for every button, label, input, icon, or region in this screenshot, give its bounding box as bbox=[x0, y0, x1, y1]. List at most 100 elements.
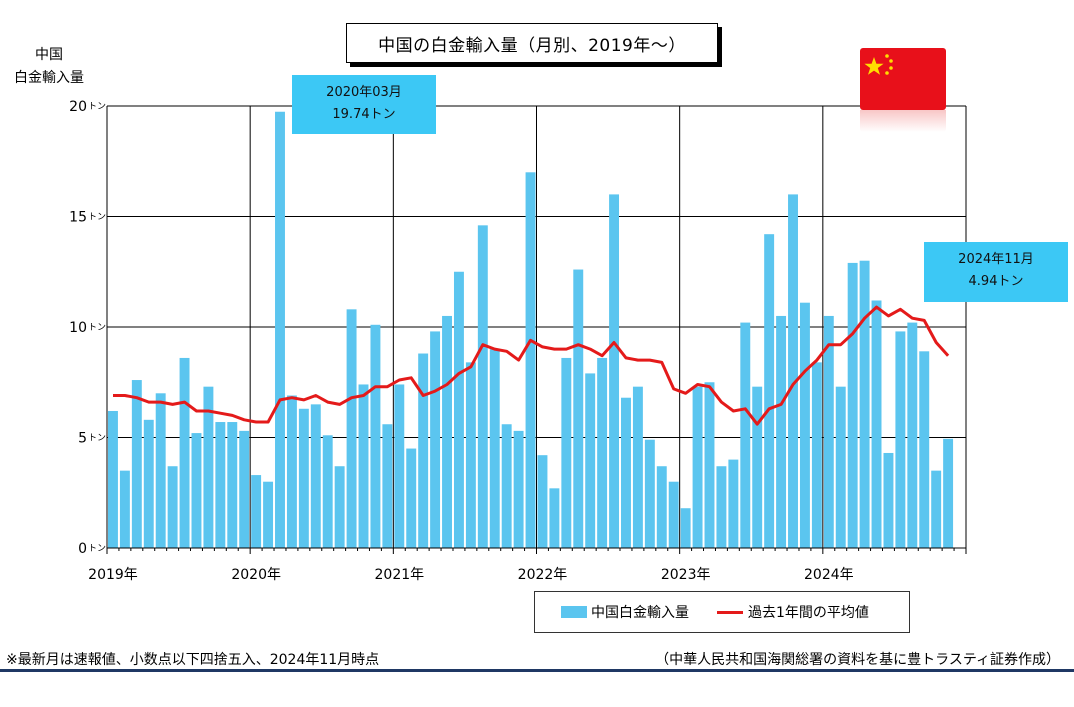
bar-2019-12 bbox=[239, 430, 250, 548]
bar-2022-11 bbox=[656, 466, 667, 548]
legend-swatch-bars bbox=[561, 606, 587, 618]
bar-2023-05 bbox=[728, 459, 739, 548]
y-tick-label-5: 5 bbox=[78, 431, 87, 447]
bar-2023-03 bbox=[704, 382, 715, 548]
bar-2020-08 bbox=[334, 466, 345, 548]
bar-2021-08 bbox=[477, 225, 488, 548]
bar-2022-03 bbox=[561, 357, 572, 548]
bar-2019-08 bbox=[191, 433, 202, 548]
average-line bbox=[113, 305, 950, 426]
bar-2024-01 bbox=[823, 315, 834, 548]
y-axis-label-line1: 中国 bbox=[35, 47, 63, 63]
bar-2020-07 bbox=[322, 435, 333, 548]
bar-2023-09 bbox=[776, 315, 787, 548]
bar-2020-11 bbox=[370, 324, 381, 548]
y-tick-unit-20: トン bbox=[88, 102, 106, 112]
y-tick-unit-5: トン bbox=[88, 434, 106, 444]
bar-2021-10 bbox=[501, 424, 512, 548]
bar-2024-09 bbox=[919, 351, 930, 548]
bar-2022-07 bbox=[609, 194, 620, 548]
bar-2024-10 bbox=[931, 470, 942, 548]
x-tick-labels: 2019年 2020年 2021年 2022年 2023年 2024年 bbox=[88, 567, 853, 583]
bar-2021-12 bbox=[525, 172, 536, 549]
bar-2019-05 bbox=[155, 393, 166, 548]
bar-series bbox=[108, 111, 954, 549]
x-tick-label-1: 2020年 bbox=[231, 567, 281, 583]
bar-2023-06 bbox=[740, 322, 751, 548]
bottom-rule bbox=[0, 669, 1074, 672]
bar-2019-09 bbox=[203, 386, 214, 548]
bar-2024-06 bbox=[883, 452, 894, 548]
y-tick-unit-15: トン bbox=[88, 213, 106, 223]
bar-2024-07 bbox=[895, 331, 906, 548]
x-tick-label-3: 2022年 bbox=[518, 567, 568, 583]
bar-2020-12 bbox=[382, 424, 393, 548]
bar-2020-01 bbox=[251, 475, 262, 548]
bar-2022-06 bbox=[597, 357, 608, 548]
bar-2020-03 bbox=[275, 111, 285, 548]
footnote: ※最新月は速報値、小数点以下四捨五入、2024年11月時点 bbox=[6, 652, 380, 668]
callout-peak-date: 2020年03月 bbox=[326, 85, 402, 100]
bar-2023-02 bbox=[692, 386, 703, 548]
x-tick-label-2: 2021年 bbox=[375, 567, 425, 583]
bar-2019-10 bbox=[215, 422, 226, 548]
bar-2022-08 bbox=[621, 397, 631, 548]
bar-2024-08 bbox=[907, 322, 918, 548]
bar-2021-07 bbox=[465, 362, 476, 548]
bar-2024-02 bbox=[835, 386, 846, 548]
bar-2023-12 bbox=[811, 362, 822, 548]
bar-2021-06 bbox=[453, 271, 464, 548]
bar-2023-11 bbox=[799, 302, 810, 548]
bar-2019-03 bbox=[131, 380, 142, 548]
y-tick-label-15: 15 bbox=[69, 210, 87, 226]
x-tick-label-5: 2024年 bbox=[804, 567, 854, 583]
callout-latest-value: 4.94トン bbox=[968, 274, 1024, 289]
bar-2022-01 bbox=[537, 455, 548, 548]
bar-2019-02 bbox=[119, 470, 130, 548]
bar-2021-01 bbox=[394, 384, 405, 548]
bar-2024-04 bbox=[859, 260, 870, 548]
bar-2020-09 bbox=[346, 309, 357, 548]
legend-item-bars: 中国白金輸入量 bbox=[535, 602, 689, 622]
bar-2024-11 bbox=[943, 438, 954, 548]
bar-2021-04 bbox=[430, 331, 441, 548]
callout-peak: 2020年03月 19.74トン bbox=[292, 75, 436, 134]
flag-reflection bbox=[860, 110, 946, 132]
legend-item-line: 過去1年間の平均値 bbox=[689, 602, 869, 622]
legend-label-bars: 中国白金輸入量 bbox=[591, 605, 689, 621]
bar-2023-04 bbox=[716, 466, 727, 548]
bar-2020-02 bbox=[263, 481, 274, 548]
bar-2022-10 bbox=[644, 439, 655, 548]
bar-2023-01 bbox=[680, 508, 691, 548]
bar-2021-11 bbox=[513, 430, 524, 548]
y-tick-unit-10: トン bbox=[88, 323, 106, 333]
bar-2019-04 bbox=[143, 419, 154, 548]
callout-latest: 2024年11月 4.94トン bbox=[924, 242, 1068, 302]
y-axis-label-line2: 白金輸入量 bbox=[14, 70, 84, 86]
legend-label-line: 過去1年間の平均値 bbox=[748, 605, 869, 621]
bar-2020-10 bbox=[358, 384, 369, 548]
bar-2020-05 bbox=[298, 408, 309, 548]
bar-2021-09 bbox=[489, 349, 500, 548]
bar-2023-07 bbox=[752, 386, 763, 548]
y-tick-label-10: 10 bbox=[69, 320, 87, 336]
bar-2019-06 bbox=[167, 466, 178, 548]
bar-2021-02 bbox=[406, 448, 417, 548]
bar-2023-10 bbox=[788, 194, 798, 548]
y-axis-label: 中国 白金輸入量 bbox=[14, 44, 84, 90]
chart-legend: 中国白金輸入量 過去1年間の平均値 bbox=[534, 591, 910, 633]
legend-swatch-line bbox=[717, 610, 743, 614]
china-flag-icon bbox=[860, 48, 946, 110]
bar-2022-12 bbox=[668, 481, 679, 548]
bar-2019-01 bbox=[108, 410, 118, 548]
bar-2022-05 bbox=[585, 373, 596, 548]
chart-title: 中国の白金輸入量（月別、2019年～） bbox=[346, 23, 718, 63]
callout-peak-value: 19.74トン bbox=[332, 107, 396, 122]
chart-grid bbox=[107, 105, 967, 548]
y-tick-label-0: 0 bbox=[78, 541, 87, 557]
source-note: （中華人民共和国海関総署の資料を基に豊トラスティ証券作成） bbox=[655, 652, 1060, 668]
bar-2021-05 bbox=[442, 315, 452, 548]
x-tick-label-4: 2023年 bbox=[661, 567, 711, 583]
